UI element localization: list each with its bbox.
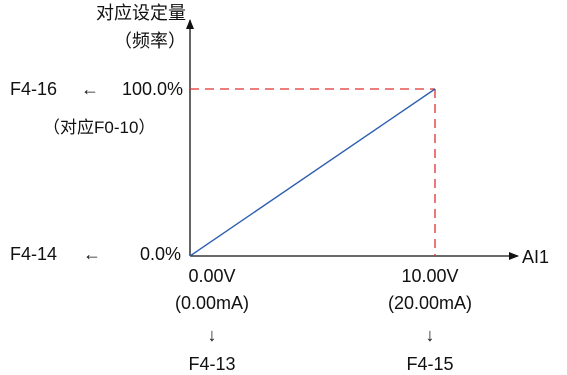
ai1-characteristic-line	[189, 88, 436, 257]
x-min-arrow-down-icon: ↓	[208, 325, 217, 345]
y-axis-title-line1: 对应设定量	[96, 3, 186, 23]
top-note-label: （对应F0-10）	[43, 118, 155, 137]
top-arrow-left-icon: ←	[81, 79, 99, 99]
x-min-voltage: 0.00V	[188, 266, 235, 286]
x-max-voltage: 10.00V	[401, 266, 458, 286]
x-min-current: (0.00mA)	[175, 293, 249, 313]
x-max-param: F4-15	[406, 354, 453, 374]
x-max-arrow-down-icon: ↓	[426, 325, 435, 345]
x-axis-title: AI1	[522, 247, 549, 267]
x-max-current: (20.00mA)	[388, 293, 472, 313]
bottom-arrow-left-icon: ←	[83, 244, 101, 264]
x-min-param: F4-13	[188, 354, 235, 374]
bottom-param-label: F4-14	[10, 244, 57, 264]
bottom-value-label: 0.0%	[140, 244, 181, 264]
y-axis-title-line2: （频率）	[114, 31, 186, 51]
top-param-label: F4-16	[10, 79, 57, 99]
top-value-label: 100.0%	[122, 79, 183, 99]
